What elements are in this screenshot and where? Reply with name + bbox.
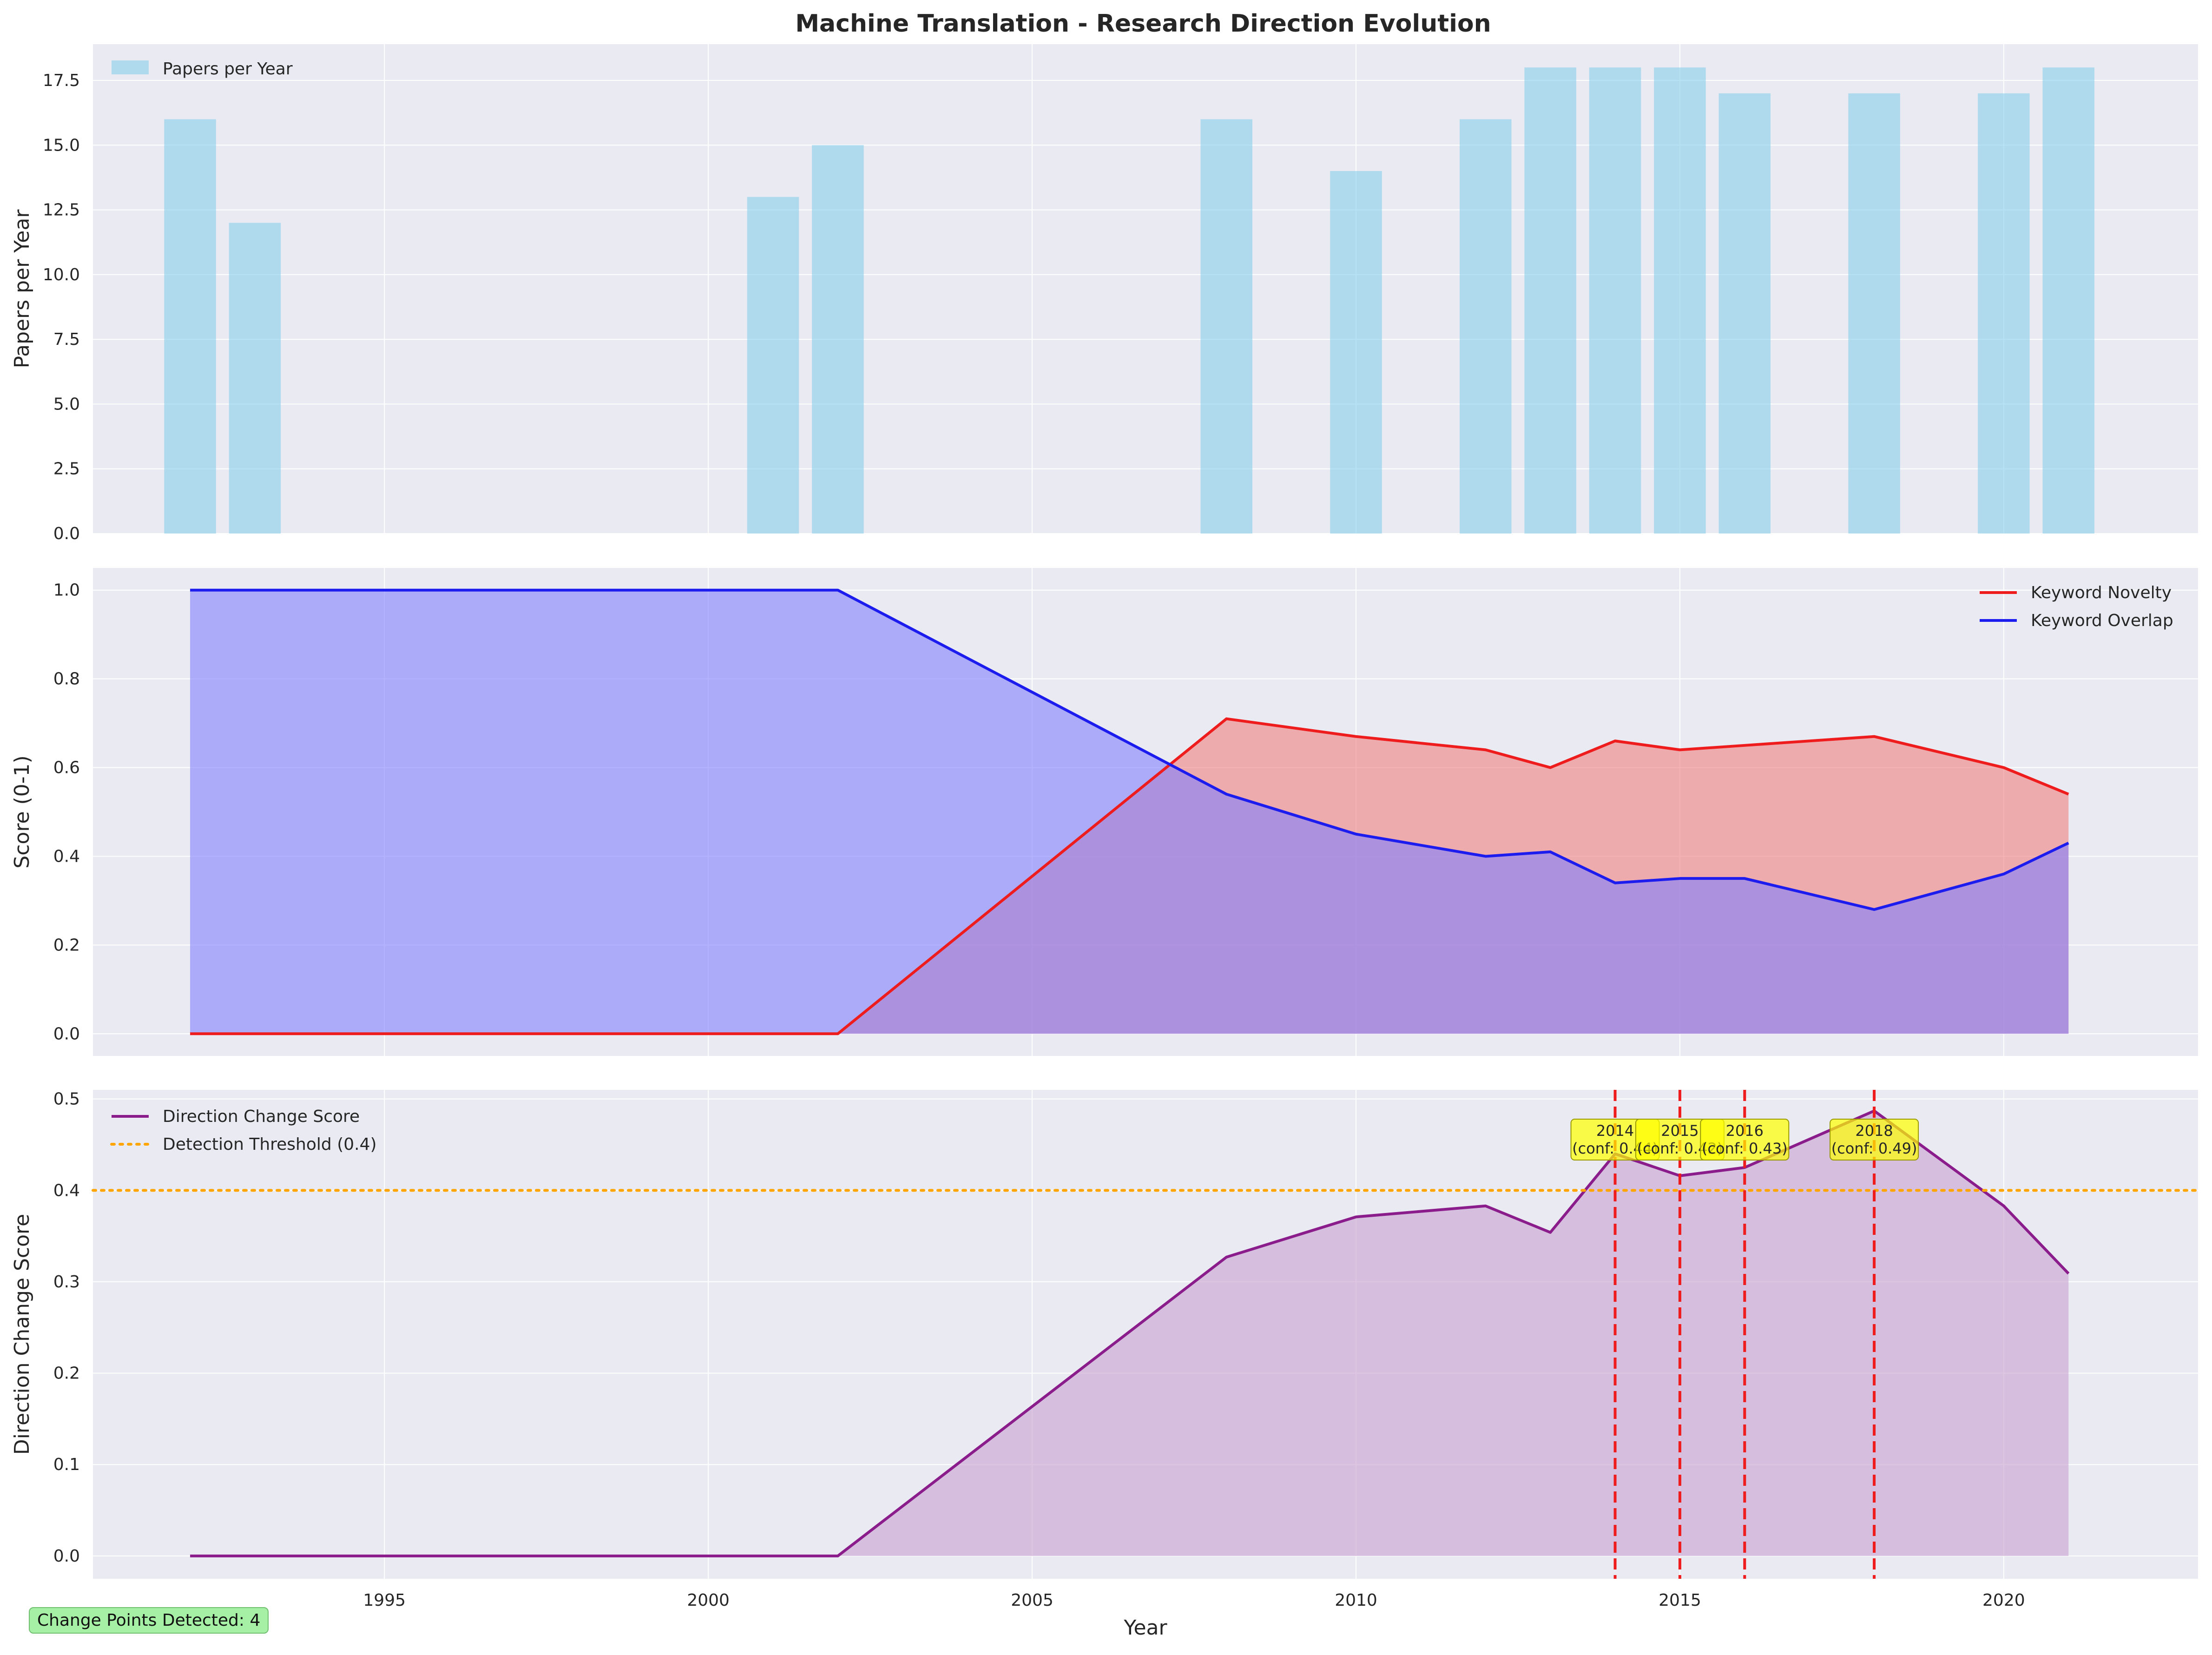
- area-keyword-overlap: [190, 590, 2069, 1034]
- legend-label: Keyword Overlap: [2031, 611, 2173, 630]
- x-tick-label: 2005: [1011, 1591, 1053, 1610]
- y-axis-label: Score (0-1): [10, 755, 34, 868]
- y-tick-label: 0.8: [53, 670, 80, 689]
- line-keyword-novelty: [190, 717, 2069, 1035]
- y-tick-label: 0.2: [53, 1364, 80, 1383]
- y-tick-label: 12.5: [43, 201, 80, 220]
- change-point-year-label: 2016: [1726, 1122, 1764, 1140]
- y-tick-label: 1.0: [53, 581, 80, 600]
- bar-2016: [1718, 93, 1771, 534]
- bar-2002: [812, 145, 864, 534]
- bar-1993: [229, 223, 281, 534]
- change-point-year-label: 2015: [1661, 1122, 1698, 1140]
- y-tick-label: 0.0: [53, 1024, 80, 1043]
- bar-2012: [1460, 119, 1512, 534]
- y-tick-label: 2.5: [53, 460, 80, 479]
- y-tick-label: 0.4: [53, 847, 80, 866]
- y-axis-label: Papers per Year: [10, 209, 34, 369]
- bar-2020: [1978, 93, 2030, 534]
- bar-2015: [1654, 67, 1706, 534]
- y-tick-label: 0.1: [53, 1455, 80, 1474]
- y-tick-label: 0.5: [53, 1090, 80, 1109]
- x-tick-label: 2010: [1335, 1591, 1377, 1610]
- legend-swatch: [112, 60, 149, 74]
- keyword-score-panel: 0.0 0.2 0.4 0.6 0.8 1.0 Score (0-1) Keyword Nov…: [10, 568, 2198, 1056]
- legend-label: Direction Change Score: [163, 1107, 360, 1126]
- legend: Keyword Novelty Keyword Overlap: [1980, 583, 2173, 630]
- legend-label: Papers per Year: [163, 59, 293, 79]
- bar-2010: [1330, 171, 1382, 534]
- papers-per-year-panel: 0.0 2.5 5.0 7.5 10.0 12.5 15.0 17.5 Papers per Y…: [10, 44, 2198, 543]
- y-tick-label: 17.5: [43, 71, 80, 90]
- change-points-badge: Change Points Detected: 4: [29, 1607, 269, 1634]
- x-tick-label: 2015: [1659, 1591, 1701, 1610]
- y-tick-label: 0.0: [53, 1547, 80, 1566]
- change-point-conf-label: (conf: 0.43): [1702, 1140, 1788, 1157]
- y-tick-label: 0.0: [53, 524, 80, 543]
- bar-2013: [1524, 67, 1576, 534]
- y-tick-label: 5.0: [53, 395, 80, 414]
- change-point-annotation-box: [1700, 1119, 1790, 1160]
- x-tick-label: 2020: [1982, 1591, 2025, 1610]
- bar-2021: [2042, 67, 2094, 534]
- bar-2001: [747, 197, 799, 534]
- y-axis-label: Direction Change Score: [10, 1214, 34, 1455]
- change-point-year-label: 2018: [1855, 1122, 1893, 1140]
- y-tick-label: 10.0: [43, 265, 80, 284]
- legend-label: Detection Threshold (0.4): [163, 1135, 377, 1154]
- bar-2008: [1200, 119, 1252, 534]
- change-point-annotation-box: [1830, 1119, 1919, 1160]
- y-tick-label: 0.3: [53, 1273, 80, 1292]
- x-tick-label: 2000: [687, 1591, 730, 1610]
- y-tick-label: 7.5: [53, 330, 80, 349]
- legend-label: Keyword Novelty: [2031, 583, 2172, 602]
- y-tick-label: 0.6: [53, 758, 80, 778]
- chart-title: Machine Translation - Research Direction…: [795, 10, 1491, 38]
- bar-1992: [164, 119, 216, 534]
- y-tick-label: 15.0: [43, 136, 80, 155]
- change-point-conf-label: (conf: 0.49): [1831, 1140, 1917, 1157]
- bar-2014: [1589, 67, 1641, 534]
- legend: Direction Change Score Detection Threshol…: [110, 1107, 377, 1154]
- direction-change-panel: 0.0 0.1 0.2 0.3 0.4 0.5 Direction Change Score…: [10, 1090, 2199, 1640]
- x-tick-label: 1995: [363, 1591, 406, 1610]
- plot-background: [93, 44, 2198, 534]
- x-axis-label: Year: [1123, 1616, 1167, 1640]
- bar-2018: [1848, 93, 1900, 534]
- y-tick-label: 0.4: [53, 1181, 80, 1200]
- change-point-year-label: 2014: [1596, 1122, 1634, 1140]
- y-tick-label: 0.2: [53, 936, 80, 955]
- line-keyword-overlap: [190, 588, 2069, 911]
- legend: Papers per Year: [112, 59, 293, 79]
